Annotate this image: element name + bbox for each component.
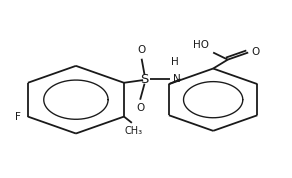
Text: HO: HO xyxy=(193,40,209,50)
Text: O: O xyxy=(136,103,144,113)
Text: CH₃: CH₃ xyxy=(124,126,142,136)
Text: O: O xyxy=(138,45,146,55)
Text: N: N xyxy=(173,74,180,84)
Text: F: F xyxy=(15,112,20,122)
Text: O: O xyxy=(252,47,260,57)
Text: H: H xyxy=(171,57,179,67)
Text: S: S xyxy=(140,73,149,86)
